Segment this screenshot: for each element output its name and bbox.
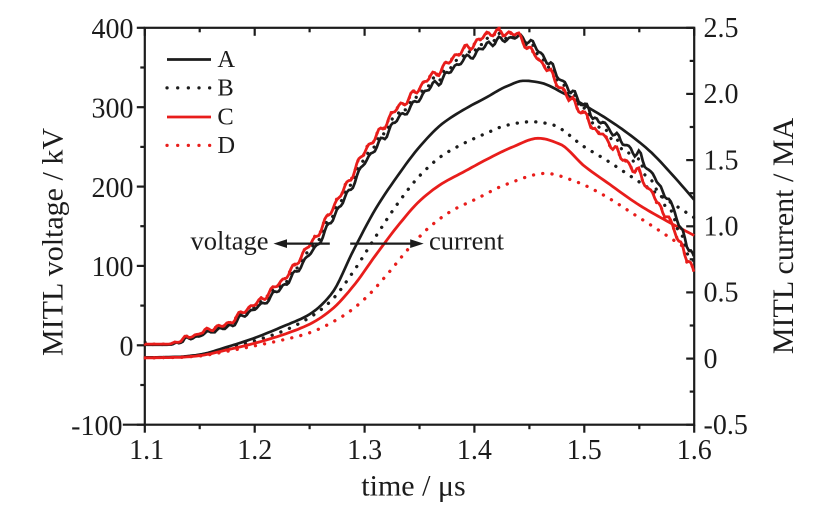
svg-text:-0.5: -0.5 [704,410,748,441]
svg-text:A: A [217,46,235,73]
svg-text:1.2: 1.2 [237,435,272,466]
svg-text:100: 100 [92,252,134,283]
svg-text:time / μs: time / μs [361,470,465,503]
svg-text:0: 0 [704,344,718,375]
svg-text:B: B [217,75,233,102]
svg-text:2.0: 2.0 [704,79,739,110]
svg-text:1.1: 1.1 [129,435,164,466]
svg-text:1.3: 1.3 [347,435,382,466]
svg-text:-100: -100 [71,411,122,442]
svg-text:current: current [429,226,505,256]
svg-text:MITL current / MA: MITL current / MA [767,118,800,355]
svg-text:voltage: voltage [191,226,269,256]
svg-text:200: 200 [92,173,134,204]
svg-text:C: C [217,104,233,131]
svg-text:1.6: 1.6 [677,435,712,466]
svg-text:0.5: 0.5 [704,278,739,309]
svg-text:2.5: 2.5 [704,13,739,44]
svg-text:300: 300 [92,94,134,125]
svg-text:D: D [217,132,235,159]
svg-text:1.0: 1.0 [704,212,739,243]
svg-text:1.5: 1.5 [704,145,739,176]
svg-text:0: 0 [120,332,134,363]
svg-text:MITL voltage / kV: MITL voltage / kV [37,128,70,356]
svg-text:1.5: 1.5 [567,435,602,466]
svg-text:400: 400 [92,14,134,45]
svg-text:1.4: 1.4 [457,435,492,466]
